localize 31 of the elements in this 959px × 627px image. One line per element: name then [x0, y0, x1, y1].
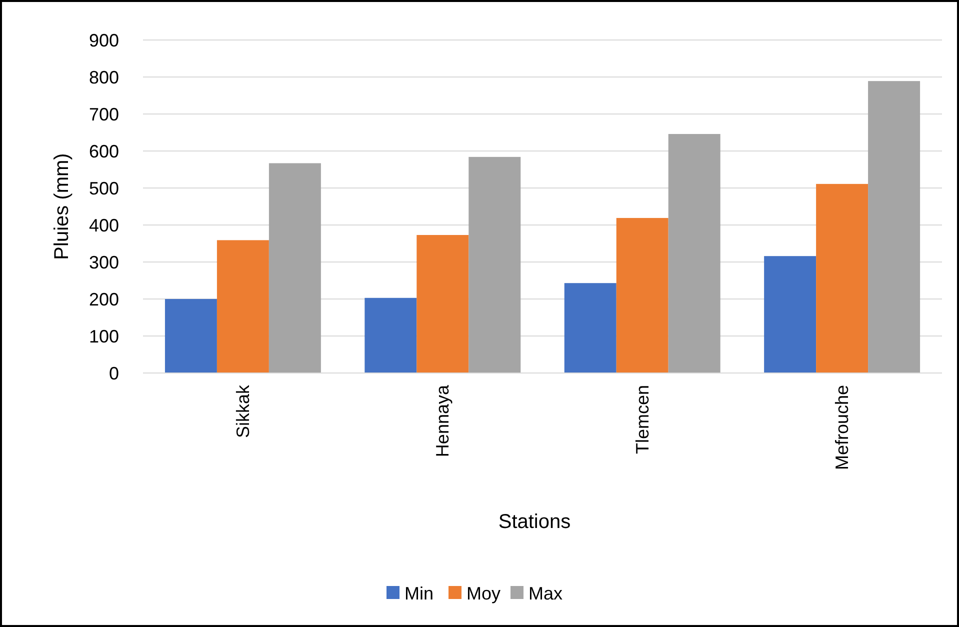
y-tick-label: 900 [88, 30, 119, 50]
bar [616, 218, 668, 373]
bar [668, 134, 720, 373]
bar [868, 81, 920, 373]
y-tick-label: 400 [88, 215, 119, 236]
bar [364, 298, 417, 373]
x-tick-label: Tlemcen [632, 385, 652, 454]
y-tick-label: 500 [88, 178, 119, 198]
y-tick-label: 0 [108, 363, 119, 384]
y-tick-label: 100 [88, 326, 119, 346]
y-axis-title: Pluies (mm) [51, 153, 73, 260]
y-tick-label: 800 [88, 67, 119, 88]
legend-label: Moy [466, 583, 501, 604]
bar [564, 283, 616, 373]
y-tick-label: 200 [88, 289, 119, 310]
bar [164, 299, 217, 373]
y-tick-label: 300 [88, 252, 119, 272]
x-tick-label: Hennaya [432, 384, 453, 458]
legend-label: Max [528, 583, 563, 604]
bar [416, 234, 469, 373]
bar [764, 256, 816, 373]
bar [216, 240, 269, 373]
x-tick-label: Sikkak [232, 384, 253, 438]
bar [268, 163, 321, 373]
bar [468, 156, 521, 373]
legend-label: Min [404, 583, 434, 604]
bar [816, 184, 868, 373]
x-tick-label: Mefrouche [832, 385, 852, 470]
y-tick-label: 700 [88, 104, 119, 124]
y-tick-label: 600 [88, 141, 119, 162]
x-axis-title: Stations [498, 511, 571, 533]
